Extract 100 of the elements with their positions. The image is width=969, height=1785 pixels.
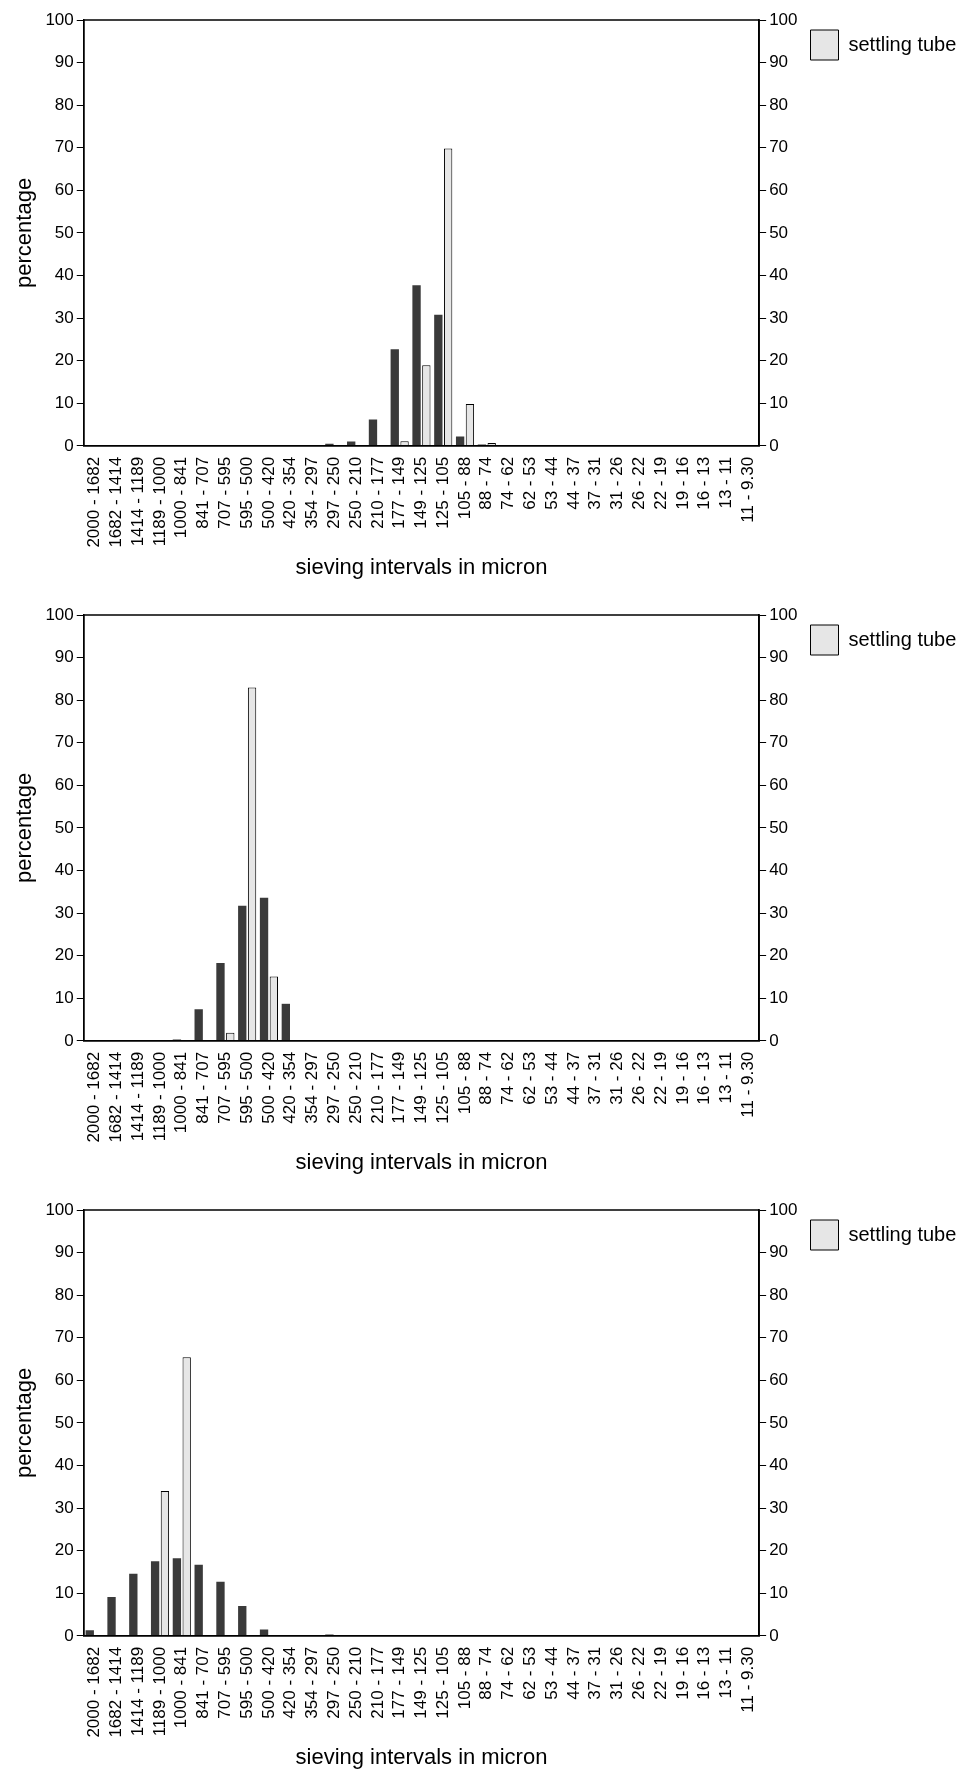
x-tick-label: 62 - 53 (520, 1646, 540, 1700)
y-axis-title: percentage (11, 177, 37, 288)
y-tick-label: 30 (54, 307, 74, 327)
x-tick-label: 1682 - 1414 (106, 1646, 126, 1738)
x-tick-label: 210 - 177 (367, 1051, 387, 1124)
x-tick-label: 37 - 31 (585, 1646, 605, 1700)
y2-tick-label: 10 (769, 987, 789, 1007)
y2-tick-label: 80 (769, 689, 789, 709)
bar (216, 962, 225, 1041)
x-tick-label: 74 - 62 (498, 1051, 518, 1105)
bar (368, 419, 378, 446)
x-tick-label: 19 - 16 (672, 456, 692, 510)
x-tick-label: 149 - 125 (411, 1646, 431, 1719)
y-tick-label: 20 (54, 1540, 74, 1560)
x-tick-label: 37 - 31 (585, 1051, 605, 1105)
y-tick-label: 90 (54, 52, 74, 72)
x-tick-label: 19 - 16 (672, 1051, 692, 1105)
x-tick-label: 500 - 420 (258, 456, 278, 529)
y2-tick-label: 10 (769, 1582, 789, 1602)
y-tick-label: 0 (64, 1625, 74, 1645)
x-tick-label: 44 - 37 (563, 456, 583, 510)
x-tick-label: 1414 - 1189 (127, 1646, 147, 1737)
x-tick-label: 22 - 19 (650, 1646, 670, 1700)
y-tick-label: 50 (54, 1412, 74, 1432)
y-tick-label: 80 (54, 689, 74, 709)
x-tick-label: 1189 - 1000 (149, 456, 169, 547)
x-tick-label: 16 - 13 (694, 1646, 714, 1700)
bar (107, 1597, 116, 1636)
x-tick-label: 13 - 11 (716, 1646, 736, 1699)
x-tick-label: 595 - 500 (236, 1051, 256, 1124)
x-tick-label: 16 - 13 (694, 1051, 714, 1105)
y2-tick-label: 30 (769, 1497, 789, 1517)
x-tick-label: 105 - 88 (454, 1646, 474, 1710)
y2-tick-label: 20 (769, 350, 789, 370)
y-tick-label: 0 (64, 435, 74, 455)
x-tick-label: 11 - 9.30 (737, 456, 757, 523)
y-tick-label: 0 (64, 1030, 74, 1050)
bar (172, 1558, 182, 1636)
y-tick-label: 50 (54, 222, 74, 242)
y-tick-label: 70 (54, 1327, 74, 1347)
x-tick-label: 149 - 125 (411, 456, 431, 529)
y2-tick-label: 70 (769, 1327, 789, 1347)
y2-tick-label: 70 (769, 732, 789, 752)
bar (281, 1003, 290, 1041)
y-tick-label: 10 (54, 987, 74, 1007)
x-tick-label: 26 - 22 (629, 1051, 648, 1105)
y2-tick-label: 40 (769, 1455, 789, 1475)
y-tick-label: 30 (54, 1497, 74, 1517)
x-tick-label: 420 - 354 (280, 1646, 300, 1719)
x-tick-label: 1189 - 1000 (149, 1646, 169, 1737)
x-tick-label: 1000 - 841 (171, 1051, 191, 1134)
x-tick-label: 841 - 707 (193, 1051, 213, 1124)
y2-tick-label: 100 (769, 9, 798, 29)
bar (85, 1630, 94, 1636)
x-tick-label: 500 - 420 (258, 1646, 278, 1719)
x-tick-label: 500 - 420 (258, 1051, 278, 1124)
y2-tick-label: 100 (769, 604, 798, 624)
x-tick-label: 62 - 53 (520, 456, 540, 510)
y-tick-label: 100 (45, 1199, 74, 1219)
x-tick-label: 841 - 707 (193, 1646, 213, 1719)
x-tick-label: 13 - 11 (716, 1051, 736, 1104)
bar (150, 1561, 160, 1636)
x-tick-label: 125 - 105 (432, 456, 452, 529)
x-tick-label: 2000 - 1682 (84, 456, 104, 548)
x-tick-label: 420 - 354 (280, 1051, 300, 1124)
y2-tick-label: 60 (769, 775, 789, 795)
x-tick-label: 26 - 22 (629, 1646, 648, 1700)
bar (194, 1009, 203, 1041)
x-tick-label: 88 - 74 (476, 1051, 496, 1105)
y2-tick-label: 60 (769, 180, 789, 200)
x-tick-label: 354 - 297 (302, 1646, 322, 1719)
x-tick-label: 177 - 149 (389, 1646, 409, 1719)
y-tick-label: 60 (54, 775, 74, 795)
y-tick-label: 10 (54, 1582, 74, 1602)
y-tick-label: 80 (54, 94, 74, 114)
x-tick-label: 16 - 13 (694, 456, 714, 510)
x-tick-label: 88 - 74 (476, 456, 496, 510)
bar (434, 314, 443, 446)
bar (129, 1573, 138, 1636)
y2-tick-label: 60 (769, 1370, 789, 1390)
x-tick-label: 13 - 11 (716, 456, 736, 509)
x-tick-label: 841 - 707 (193, 456, 213, 529)
y-tick-label: 20 (54, 350, 74, 370)
x-tick-label: 1682 - 1414 (106, 1051, 126, 1143)
x-tick-label: 707 - 595 (215, 456, 235, 529)
x-tick-label: 125 - 105 (432, 1051, 452, 1124)
x-tick-label: 62 - 53 (520, 1051, 540, 1105)
x-tick-label: 250 - 210 (345, 456, 365, 529)
x-tick-label: 74 - 62 (498, 1646, 518, 1700)
bar (455, 436, 465, 446)
y-tick-label: 90 (54, 1242, 74, 1262)
y-tick-label: 20 (54, 945, 74, 965)
x-tick-label: 105 - 88 (454, 456, 474, 520)
y2-tick-label: 90 (769, 52, 789, 72)
bar (216, 1581, 225, 1636)
x-tick-label: 22 - 19 (650, 1051, 670, 1105)
x-tick-label: 53 - 44 (541, 456, 561, 510)
x-tick-label: 22 - 19 (650, 456, 670, 510)
x-tick-label: 19 - 16 (672, 1646, 692, 1700)
y2-tick-label: 30 (769, 902, 789, 922)
